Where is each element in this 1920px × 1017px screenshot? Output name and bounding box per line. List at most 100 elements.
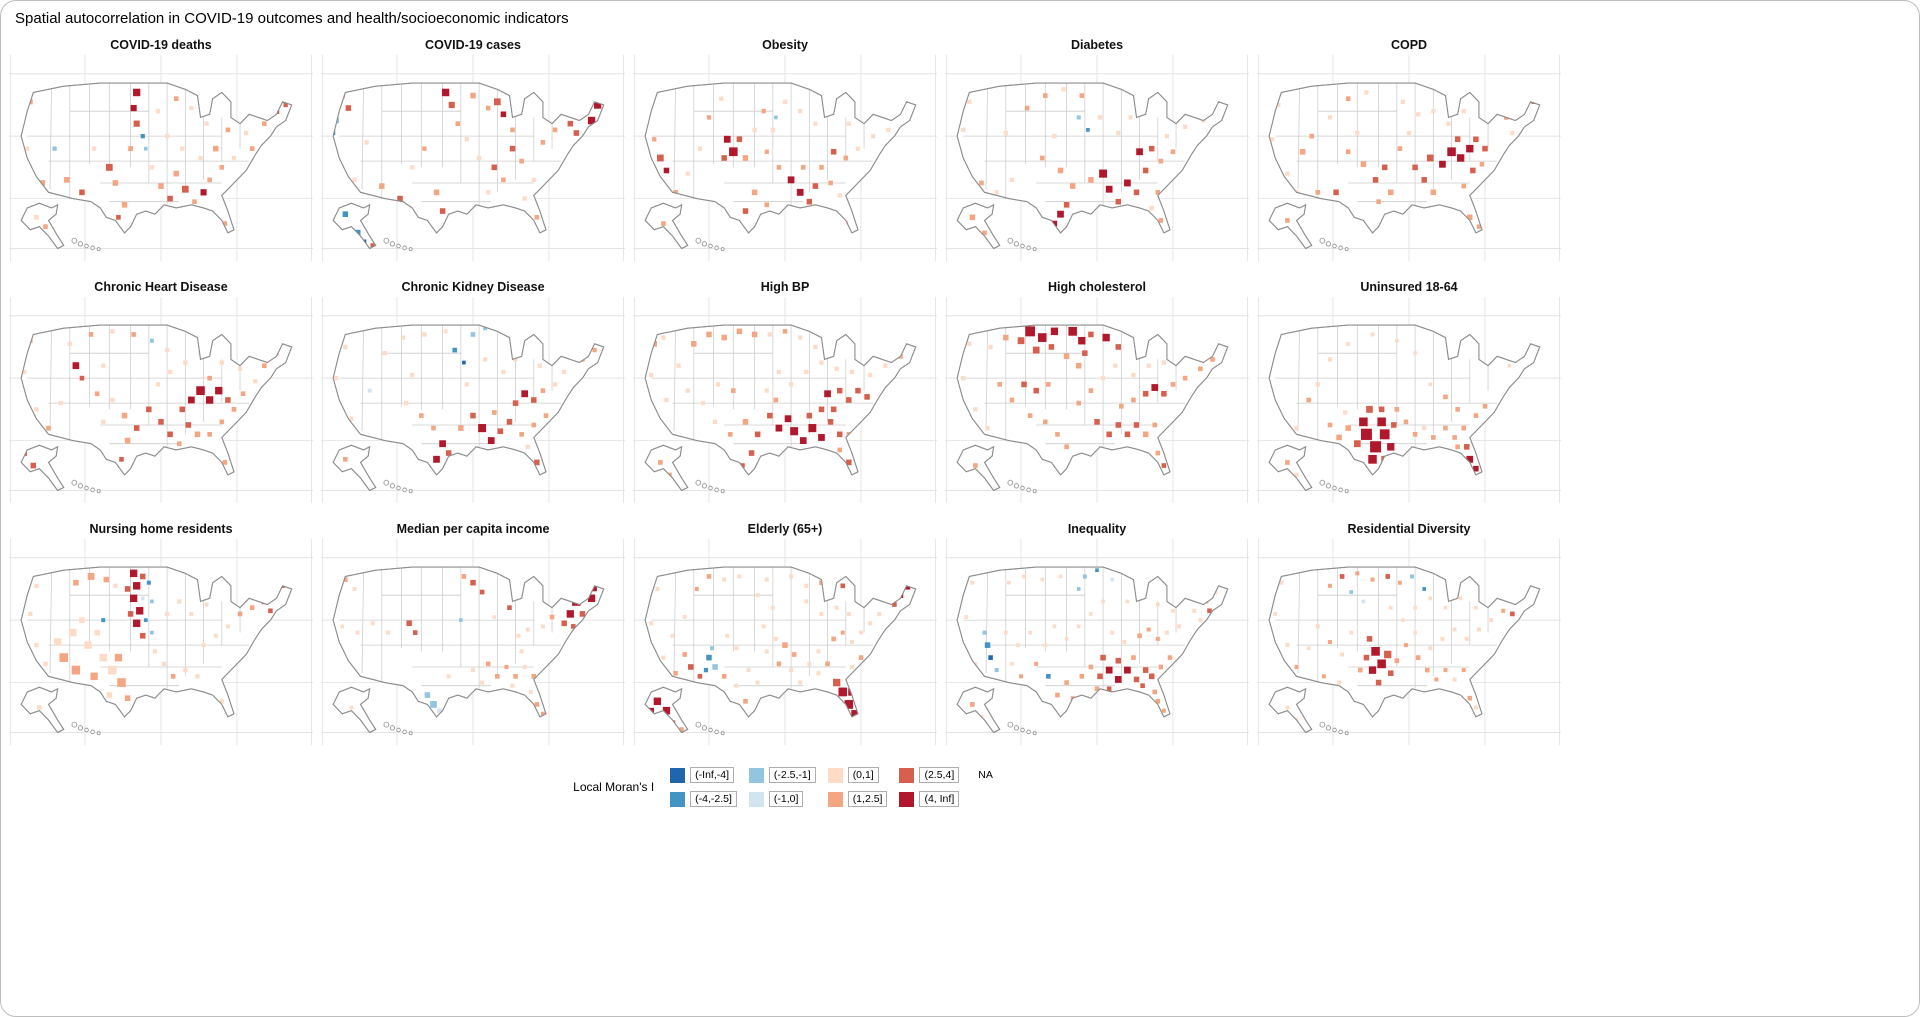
- us-mainland: [20, 324, 293, 476]
- legend-key-swatch: [827, 791, 843, 807]
- moran-clusters-layer: [652, 96, 891, 226]
- state-borders: [27, 325, 250, 447]
- alaska-inset: [332, 686, 377, 734]
- us-mainland: [644, 566, 917, 718]
- hawaii-inset: [71, 479, 101, 494]
- panel-title: COVID-19 deaths: [110, 38, 212, 52]
- alaska-inset: [644, 444, 689, 492]
- choropleth-map: [1257, 539, 1561, 745]
- hawaii-inset: [1007, 237, 1037, 252]
- map-panel-covid-19-deaths: COVID-19 deaths: [5, 31, 317, 273]
- state-borders: [1275, 83, 1498, 205]
- legend-key-label: NA: [978, 768, 997, 782]
- alaska-inset: [644, 202, 689, 250]
- legend-key-label: (4, Inf]: [919, 791, 960, 807]
- legend-key-label: (-4,-2.5]: [690, 791, 737, 807]
- legend-item-3: (-1,0]: [748, 790, 816, 808]
- legend-key-label: (2.5,4]: [919, 767, 960, 783]
- legend-item-8: NA: [971, 766, 997, 784]
- map-panel-copd: COPD: [1253, 31, 1565, 273]
- alaska-inset: [956, 444, 1001, 492]
- legend-item-2: (-2.5,-1]: [748, 766, 816, 784]
- choropleth-map: [945, 55, 1249, 261]
- moran-clusters-layer: [961, 87, 1206, 236]
- alaska-inset: [956, 202, 1001, 250]
- us-mainland: [1268, 82, 1541, 234]
- us-mainland: [956, 566, 1229, 718]
- legend-key-swatch: [670, 767, 686, 783]
- choropleth-map: [945, 297, 1249, 503]
- us-mainland: [644, 324, 917, 476]
- legend-key-label: (1,2.5]: [847, 791, 888, 807]
- map-panel-residential-diversity: Residential Diversity: [1253, 515, 1565, 757]
- state-borders: [1275, 325, 1498, 447]
- panel-title: Median per capita income: [396, 522, 550, 536]
- hawaii-inset: [1319, 237, 1349, 252]
- state-borders: [963, 325, 1186, 447]
- hawaii-inset: [383, 479, 413, 494]
- state-borders: [1275, 567, 1498, 689]
- legend-key-label: (0,1]: [847, 767, 879, 783]
- map-panel-elderly-65: Elderly (65+): [629, 515, 941, 757]
- hawaii-inset: [1319, 479, 1349, 494]
- legend-item-4: (0,1]: [827, 766, 888, 784]
- us-mainland: [644, 82, 917, 234]
- alaska-inset: [1268, 444, 1313, 492]
- moran-clusters-layer: [964, 568, 1218, 719]
- choropleth-map: [1257, 55, 1561, 261]
- alaska-inset: [20, 202, 65, 250]
- panel-title: Residential Diversity: [1347, 522, 1471, 536]
- map-panel-inequality: Inequality: [941, 515, 1253, 757]
- choropleth-map: [9, 55, 313, 261]
- choropleth-map: [633, 55, 937, 261]
- legend-key-swatch: [827, 767, 843, 783]
- us-mainland: [332, 566, 605, 718]
- hawaii-inset: [695, 721, 725, 736]
- legend-item-5: (1,2.5]: [827, 790, 888, 808]
- map-panel-high-bp: High BP: [629, 273, 941, 515]
- hawaii-inset: [1319, 721, 1349, 736]
- choropleth-map: [9, 539, 313, 745]
- panel-title: Obesity: [762, 38, 808, 52]
- panel-title: Inequality: [1067, 522, 1127, 536]
- alaska-inset: [20, 444, 65, 492]
- legend: Local Moran's I (-Inf,-4] (-4,-2.5] (-2.5,…: [5, 765, 1565, 809]
- hawaii-inset: [695, 479, 725, 494]
- state-borders: [27, 83, 250, 205]
- choropleth-map: [945, 539, 1249, 745]
- hawaii-inset: [71, 237, 101, 252]
- choropleth-map: [633, 539, 937, 745]
- legend-key-swatch: [899, 767, 915, 783]
- choropleth-map: [633, 297, 937, 503]
- moran-clusters-layer: [961, 326, 1215, 468]
- panel-title: Chronic Kidney Disease: [401, 280, 545, 294]
- figure-title: Spatial autocorrelation in COVID-19 outc…: [15, 10, 569, 27]
- panel-title: Uninsured 18-64: [1360, 280, 1458, 294]
- panel-title: Nursing home residents: [89, 522, 233, 536]
- panel-title: High cholesterol: [1048, 280, 1146, 294]
- hawaii-inset: [695, 237, 725, 252]
- legend-key-swatch: [748, 791, 764, 807]
- panel-title: Elderly (65+): [747, 522, 823, 536]
- panel-title: COPD: [1390, 38, 1428, 52]
- map-panel-diabetes: Diabetes: [941, 31, 1253, 273]
- state-borders: [339, 83, 562, 205]
- map-panel-chronic-kidney-disease: Chronic Kidney Disease: [317, 273, 629, 515]
- alaska-inset: [20, 686, 65, 734]
- panel-title: COVID-19 cases: [425, 38, 521, 52]
- map-panel-chronic-heart-disease: Chronic Heart Disease: [5, 273, 317, 515]
- choropleth-map: [321, 297, 625, 503]
- hawaii-inset: [383, 237, 413, 252]
- alaska-inset: [956, 686, 1001, 734]
- legend-item-7: (4, Inf]: [899, 790, 960, 808]
- choropleth-map: [321, 55, 625, 261]
- legend-item-1: (-4,-2.5]: [670, 790, 737, 808]
- alaska-inset: [1268, 202, 1313, 250]
- legend-title: Local Moran's I: [573, 780, 655, 794]
- us-mainland: [1268, 566, 1541, 718]
- map-panel-nursing-home-residents: Nursing home residents: [5, 515, 317, 757]
- legend-item-0: (-Inf,-4]: [670, 766, 737, 784]
- state-borders: [651, 567, 874, 689]
- map-panel-covid-19-cases: COVID-19 cases: [317, 31, 629, 273]
